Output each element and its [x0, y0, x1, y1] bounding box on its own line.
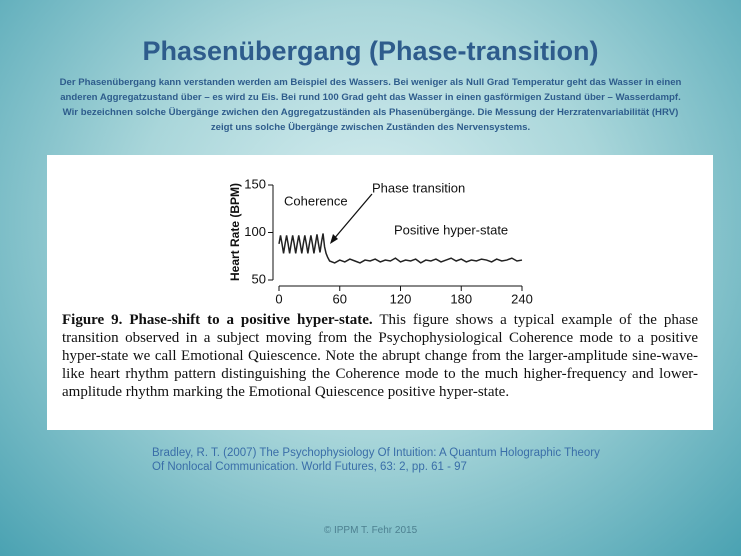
x-tick-label: 240: [511, 291, 533, 306]
annotation: Positive hyper-state: [394, 222, 508, 237]
slide-title: Phasenübergang (Phase-transition): [142, 36, 599, 66]
figure-caption: Figure 9. Phase-shift to a positive hype…: [62, 311, 698, 401]
y-tick-label: 150: [244, 176, 266, 191]
x-tick-label: 120: [390, 291, 412, 306]
x-tick-label: 180: [450, 291, 472, 306]
data-line: [278, 233, 523, 264]
annotation: Coherence: [284, 193, 348, 208]
caption-text: This figure shows a typical example of t…: [62, 312, 698, 400]
y-tick-label: 100: [244, 224, 266, 239]
y-axis-label: Heart Rate (BPM): [228, 183, 242, 281]
y-tick-label: 50: [252, 271, 266, 286]
figure-panel: [47, 155, 713, 430]
x-tick-label: 0: [275, 291, 282, 306]
intro-text: Der Phasenübergang kann verstanden werde…: [59, 77, 682, 133]
citation: Bradley, R. T. (2007) The Psychophysiolo…: [152, 447, 600, 473]
annotation: Phase transition: [372, 180, 465, 195]
arrow-head: [330, 234, 338, 244]
x-tick-label: 60: [333, 291, 347, 306]
footer: © IPPM T. Fehr 2015: [323, 525, 418, 536]
annotation-arrow: [332, 193, 373, 241]
caption-heading: Figure 9. Phase-shift to a positive hype…: [62, 312, 373, 328]
